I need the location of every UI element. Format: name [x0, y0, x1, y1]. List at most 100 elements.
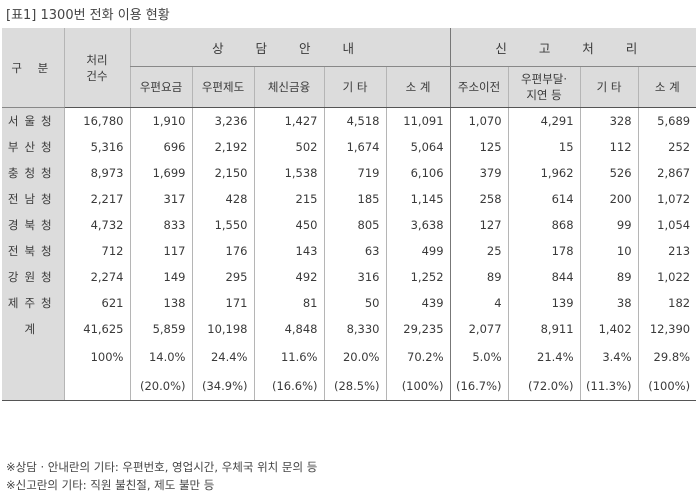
row-label: 강원청	[2, 264, 64, 290]
table-cell: 8,911	[507, 316, 581, 342]
percent-sub-label	[2, 372, 64, 401]
header-consult-group: 상 담 안 내	[129, 28, 451, 67]
table-cell: 176	[191, 238, 254, 264]
percent-sub-row: (20.0%) (34.9%) (16.6%) (28.5%) (100%) (16.7%…	[2, 372, 697, 401]
table-cell: 3,236	[191, 107, 254, 134]
table-cell: 1,402	[579, 316, 639, 342]
table-cell: 1,538	[253, 160, 324, 186]
header-report-etc: 기 타	[579, 66, 639, 108]
header-report-subtotal: 소 계	[637, 66, 697, 108]
table-cell: 41,625	[63, 316, 130, 342]
table-cell: 1,962	[507, 160, 581, 186]
table-cell: 428	[191, 186, 254, 212]
table-cell: 99	[579, 212, 639, 238]
table-cell: 1,145	[385, 186, 451, 212]
table-row: 전남청 2,217 317 428 215 185 1,145 258 614 200 1,072	[2, 186, 697, 212]
table-cell: (100%)	[637, 372, 697, 401]
table-cell: 125	[449, 134, 509, 160]
table-cell: 499	[385, 238, 451, 264]
table-cell: 112	[579, 134, 639, 160]
table-cell: (72.0%)	[507, 372, 581, 401]
table-cell: 11.6%	[253, 342, 324, 372]
percent-label	[2, 342, 64, 372]
table-cell: 29,235	[385, 316, 451, 342]
table-cell: 3,638	[385, 212, 451, 238]
header-consult-subtotal: 소 계	[385, 66, 451, 108]
table-cell: 1,910	[129, 107, 192, 134]
row-label: 제주청	[2, 290, 64, 316]
table-row: 경북청 4,732 833 1,550 450 805 3,638 127 868 99 1,054	[2, 212, 697, 238]
table-cell: 1,072	[637, 186, 697, 212]
percent-row: 100% 14.0% 24.4% 11.6% 20.0% 70.2% 5.0% 21.4% 3.…	[2, 342, 697, 372]
header-report-delivery: 우편부달· 지연 등	[507, 66, 581, 108]
table-cell: 16,780	[63, 107, 130, 134]
header-consult-system: 우편제도	[191, 66, 254, 108]
table-cell: 215	[253, 186, 324, 212]
row-label: 전남청	[2, 186, 64, 212]
table-cell: 2,274	[63, 264, 130, 290]
header-report-address: 주소이전	[449, 66, 509, 108]
table-cell: 833	[129, 212, 192, 238]
header-gubun: 구 분	[2, 28, 64, 108]
table-cell: 117	[129, 238, 192, 264]
table-cell: 89	[449, 264, 509, 290]
table-row: 제주청 621 138 171 81 50 439 4 139 38 182	[2, 290, 697, 316]
row-label: 충청청	[2, 160, 64, 186]
table-cell: 100%	[63, 342, 130, 372]
table-cell: 2,192	[191, 134, 254, 160]
table-cell: 1,550	[191, 212, 254, 238]
row-label: 전북청	[2, 238, 64, 264]
table-cell: 1,674	[323, 134, 386, 160]
table-cell: 2,867	[637, 160, 697, 186]
table-cell: 213	[637, 238, 697, 264]
table-cell: 4,848	[253, 316, 324, 342]
table-cell: 20.0%	[323, 342, 386, 372]
table-cell: (34.9%)	[191, 372, 254, 401]
table-cell: 5,859	[129, 316, 192, 342]
table-cell: 200	[579, 186, 639, 212]
header-count-line1: 처리	[86, 52, 108, 67]
table-cell: 1,070	[449, 107, 509, 134]
table-cell: 4,732	[63, 212, 130, 238]
row-label: 경북청	[2, 212, 64, 238]
table-cell: 492	[253, 264, 324, 290]
table-cell: 138	[129, 290, 192, 316]
table-cell: 139	[507, 290, 581, 316]
table-cell: 526	[579, 160, 639, 186]
table-cell: (16.6%)	[253, 372, 324, 401]
table-cell: 70.2%	[385, 342, 451, 372]
table-cell: 127	[449, 212, 509, 238]
table-cell: 38	[579, 290, 639, 316]
table-cell: 24.4%	[191, 342, 254, 372]
table-cell: 4,518	[323, 107, 386, 134]
table-cell: 182	[637, 290, 697, 316]
table-cell: 2,217	[63, 186, 130, 212]
table-cell: 614	[507, 186, 581, 212]
table-cell: 5.0%	[449, 342, 509, 372]
table-cell: 149	[129, 264, 192, 290]
table-cell: (100%)	[385, 372, 451, 401]
table-cell: 868	[507, 212, 581, 238]
table-cell: (16.7%)	[449, 372, 509, 401]
footnotes: ※상담 · 안내란의 기타: 우편번호, 영업시간, 우체국 위치 문의 등 ※…	[6, 458, 317, 494]
table-row: 강원청 2,274 149 295 492 316 1,252 89 844 89 1,022	[2, 264, 697, 290]
table-cell: 63	[323, 238, 386, 264]
table-cell: 439	[385, 290, 451, 316]
table-cell: 5,689	[637, 107, 697, 134]
table-row: 충청청 8,973 1,699 2,150 1,538 719 6,106 379 1,962 5…	[2, 160, 697, 186]
row-label: 부산청	[2, 134, 64, 160]
table-cell: (28.5%)	[323, 372, 386, 401]
header-count-line2: 건수	[86, 68, 108, 83]
table-row: 서울청 16,780 1,910 3,236 1,427 4,518 11,091 1,070…	[2, 107, 697, 134]
table-row: 전북청 712 117 176 143 63 499 25 178 10 213	[2, 238, 697, 264]
table-cell: 5,064	[385, 134, 451, 160]
table-cell: 81	[253, 290, 324, 316]
table-cell: 450	[253, 212, 324, 238]
footnote-report: ※신고란의 기타: 직원 불친절, 제도 불만 등	[6, 478, 215, 492]
header-report-delivery-line2: 지연 등	[526, 88, 562, 102]
header-report-group: 신 고 처 리	[449, 28, 697, 67]
header-report-delivery-line1: 우편부달·	[521, 72, 568, 86]
table-cell	[63, 372, 130, 401]
table-cell: 805	[323, 212, 386, 238]
table-cell: 2,150	[191, 160, 254, 186]
